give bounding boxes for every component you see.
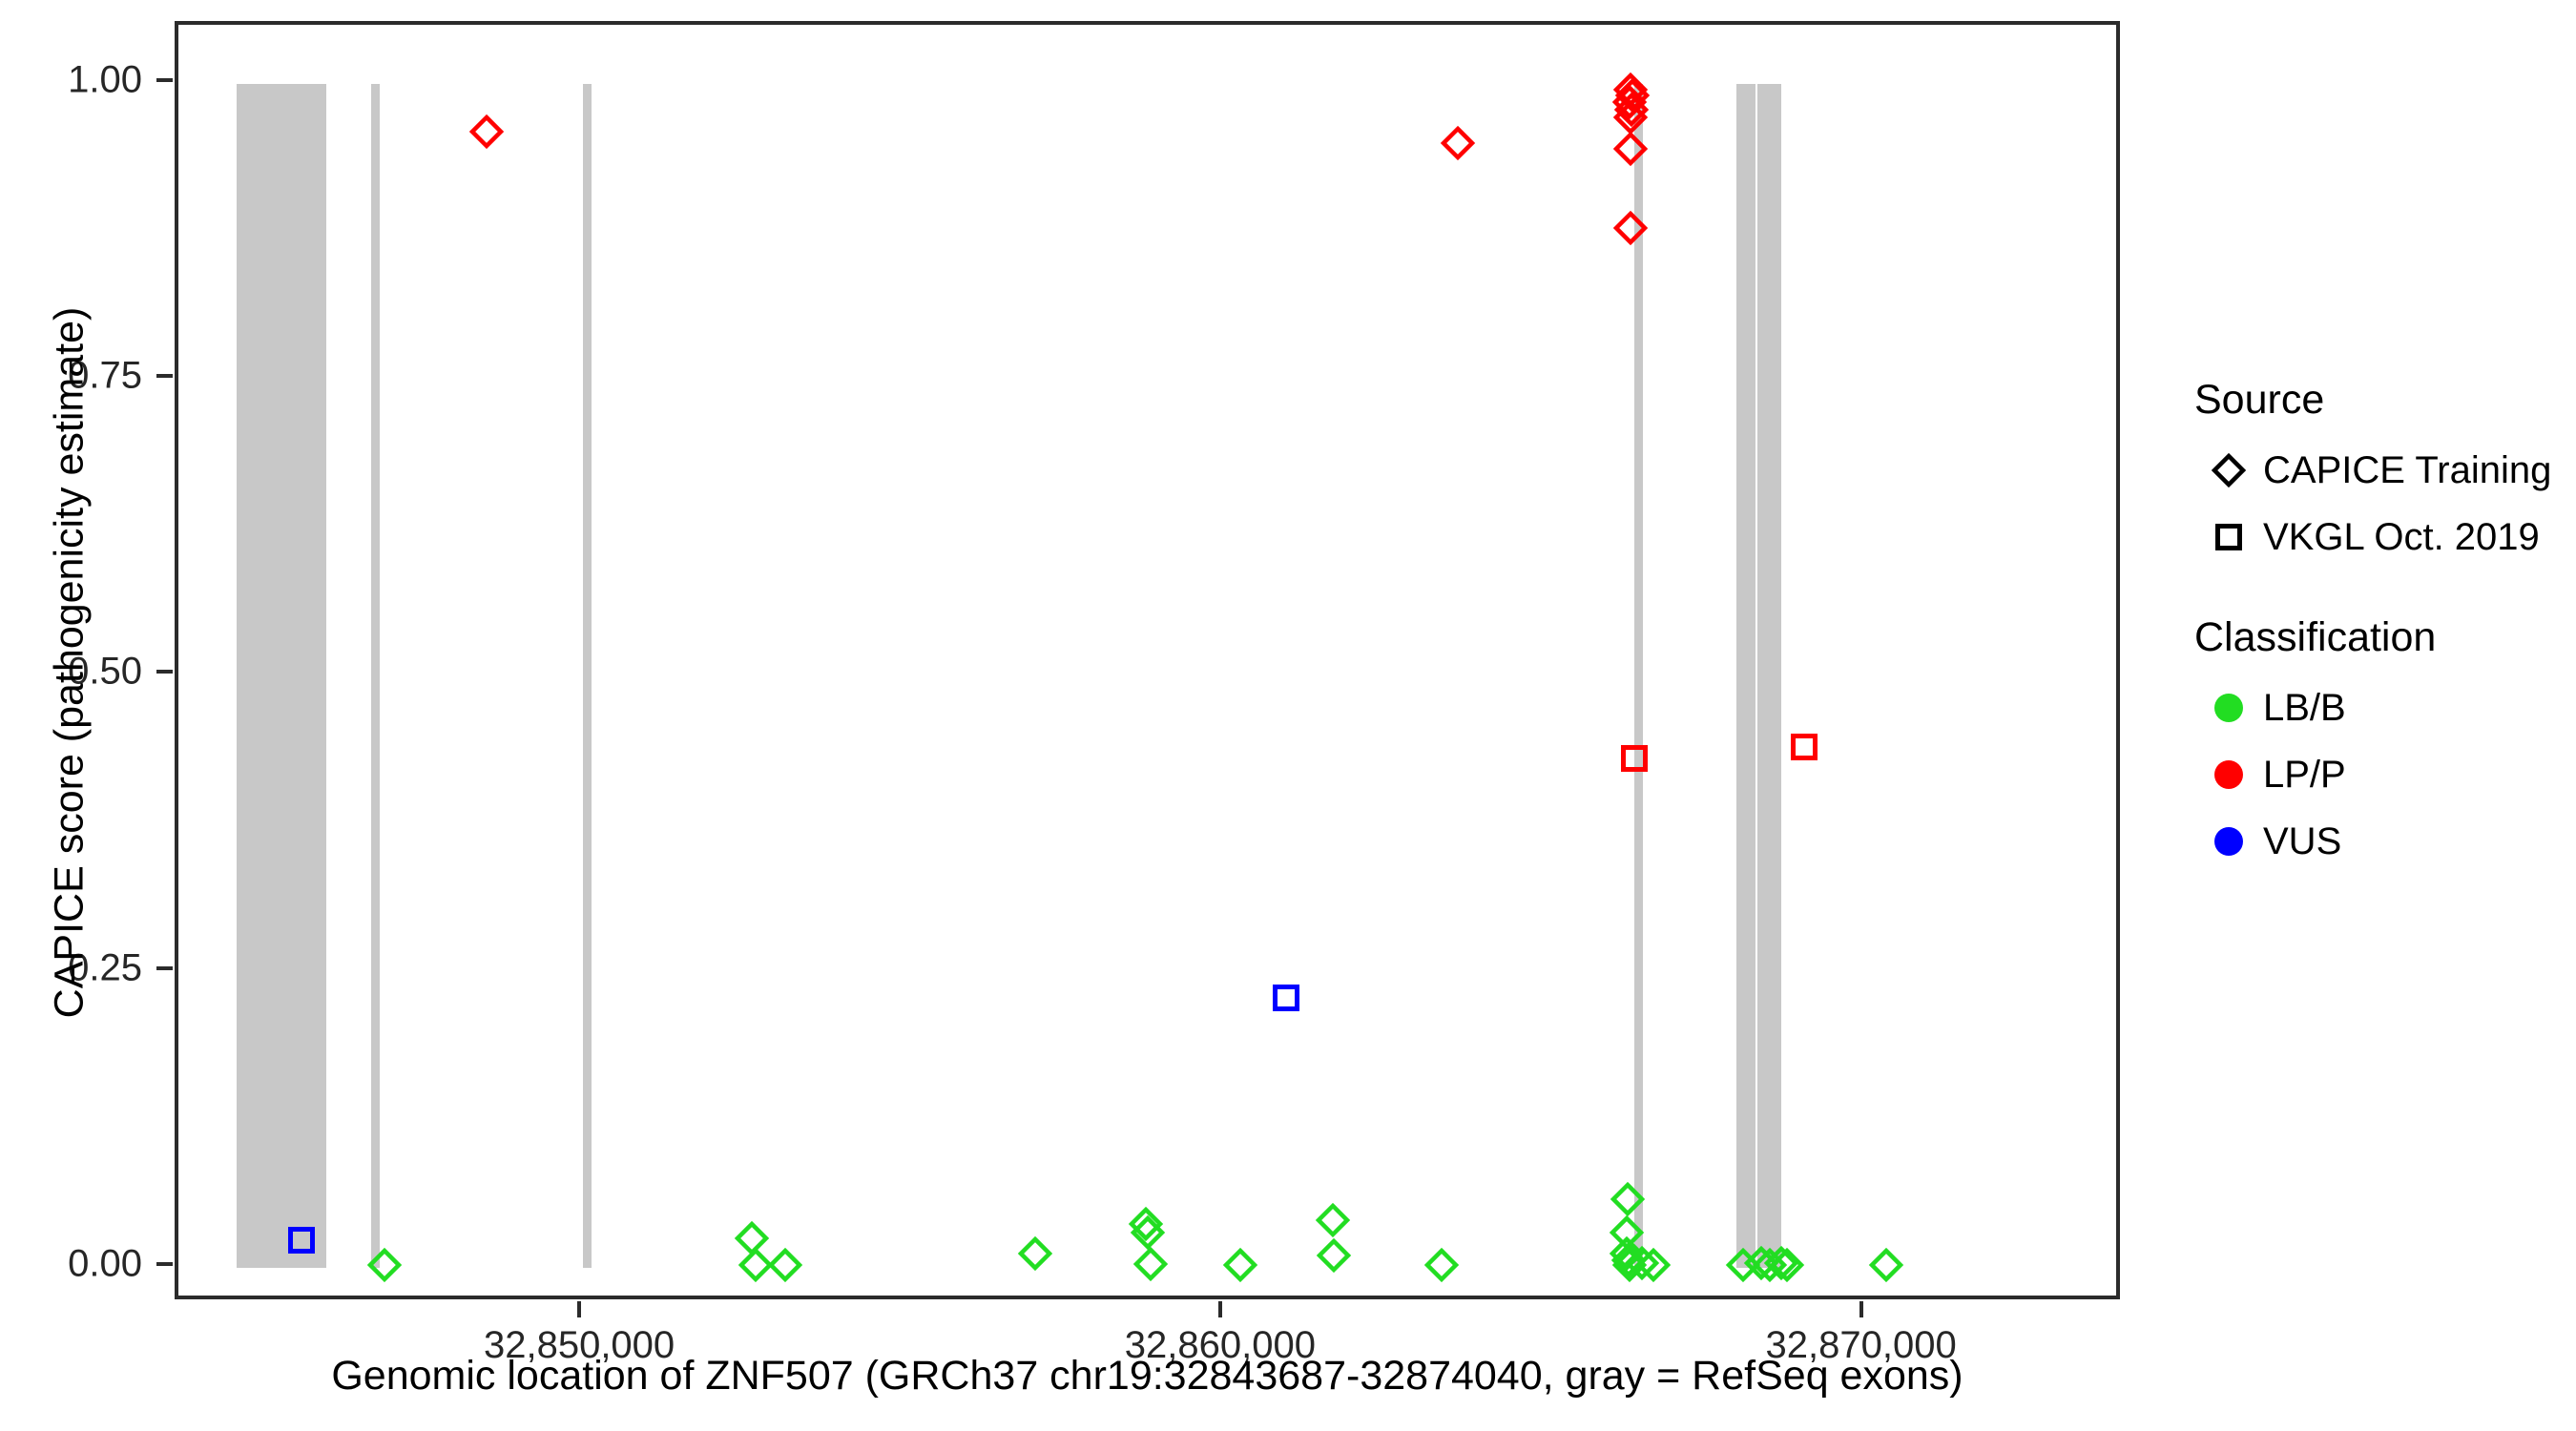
y-tick-mark xyxy=(156,374,173,379)
exon-band xyxy=(1736,84,1755,1268)
data-point xyxy=(287,1226,316,1255)
data-point xyxy=(1613,211,1649,246)
data-point xyxy=(1613,93,1650,128)
legend-source-rows: CAPICE Training VKGL Oct. 2019 xyxy=(2194,437,2576,570)
data-point xyxy=(1017,1235,1052,1272)
legend-classification-label: LB/B xyxy=(2263,686,2346,729)
data-point xyxy=(366,1248,403,1283)
circle-marker-icon xyxy=(2194,757,2263,792)
data-point xyxy=(1610,1243,1646,1278)
data-point xyxy=(1440,125,1476,161)
x-tick-label: 32,850,000 xyxy=(483,1324,675,1366)
exon-band xyxy=(583,84,592,1268)
data-point xyxy=(1764,1245,1799,1280)
x-tick-mark xyxy=(1859,1301,1863,1317)
data-point xyxy=(1624,1245,1660,1280)
data-point xyxy=(1614,78,1650,114)
y-tick-mark xyxy=(156,78,173,83)
y-tick-mark xyxy=(156,670,173,674)
y-tick-mark xyxy=(156,1261,173,1266)
data-point xyxy=(738,1248,774,1283)
x-axis-title: Genomic location of ZNF507 (GRCh37 chr19… xyxy=(331,1353,1963,1399)
legend-source-item[interactable]: VKGL Oct. 2019 xyxy=(2194,504,2576,570)
data-point xyxy=(1868,1248,1903,1283)
data-point xyxy=(1133,1246,1169,1282)
legend-title-source: Source xyxy=(2194,377,2325,423)
exon-band xyxy=(1633,84,1644,1268)
plot-panel xyxy=(175,21,2120,1299)
circle-marker-icon xyxy=(2194,824,2263,859)
legend-source-label: CAPICE Training xyxy=(2263,448,2552,491)
data-point xyxy=(1609,1235,1644,1272)
data-point xyxy=(1635,1248,1672,1283)
data-point xyxy=(1725,1248,1761,1283)
x-tick-label: 32,860,000 xyxy=(1124,1324,1316,1366)
data-point xyxy=(1223,1248,1258,1283)
data-point xyxy=(1611,84,1648,119)
data-point xyxy=(1317,1238,1352,1274)
data-point xyxy=(1770,1248,1805,1283)
legend-title-classification: Classification xyxy=(2194,614,2437,660)
data-point xyxy=(1610,1181,1646,1216)
circle-marker-icon xyxy=(2194,691,2263,725)
diamond-marker-icon xyxy=(2194,452,2263,488)
data-point xyxy=(1790,733,1818,761)
y-tick-label: 0.00 xyxy=(68,1242,142,1285)
plot-area xyxy=(178,25,2116,1296)
data-point xyxy=(469,114,505,149)
data-point xyxy=(1613,132,1649,167)
x-tick-mark xyxy=(577,1301,582,1317)
y-axis-title: CAPICE score (pathogenicity estimate) xyxy=(46,306,93,1019)
y-tick-label: 0.50 xyxy=(68,650,142,693)
exon-band xyxy=(237,84,327,1268)
data-point xyxy=(1272,984,1300,1012)
data-point xyxy=(1611,1248,1648,1283)
data-point xyxy=(768,1248,803,1283)
legend-classification-label: VUS xyxy=(2263,819,2342,862)
legend-source-item[interactable]: CAPICE Training xyxy=(2194,437,2576,504)
y-tick-label: 0.75 xyxy=(68,354,142,397)
x-tick-mark xyxy=(1217,1301,1222,1317)
y-tick-mark xyxy=(156,965,173,970)
y-tick-label: 0.25 xyxy=(68,946,142,989)
square-marker-icon xyxy=(2194,523,2263,551)
legend-group-source: Source CAPICE Training VKGL Oct. 2019 xyxy=(2194,377,2576,570)
legend-classification-item[interactable]: LP/P xyxy=(2194,741,2576,808)
data-point xyxy=(1130,1214,1166,1250)
y-tick-label: 1.00 xyxy=(68,58,142,101)
legend-classification-item[interactable]: VUS xyxy=(2194,808,2576,875)
legend-classification-rows: LB/B LP/P VUS xyxy=(2194,674,2576,875)
legend-classification-label: LP/P xyxy=(2263,753,2346,796)
exon-band xyxy=(371,84,381,1268)
legend-source-label: VKGL Oct. 2019 xyxy=(2263,515,2540,558)
legend-classification-item[interactable]: LB/B xyxy=(2194,674,2576,741)
data-point xyxy=(1424,1248,1460,1283)
x-tick-label: 32,870,000 xyxy=(1765,1324,1957,1366)
data-point xyxy=(1620,744,1649,773)
data-point xyxy=(1612,99,1648,135)
legend-group-classification: Classification LB/B LP/P VUS xyxy=(2194,614,2576,875)
legend: Source CAPICE Training VKGL Oct. 2019 Cla… xyxy=(2194,377,2576,919)
data-point xyxy=(1128,1206,1164,1242)
data-point xyxy=(1315,1202,1351,1238)
exon-band xyxy=(1757,84,1782,1268)
